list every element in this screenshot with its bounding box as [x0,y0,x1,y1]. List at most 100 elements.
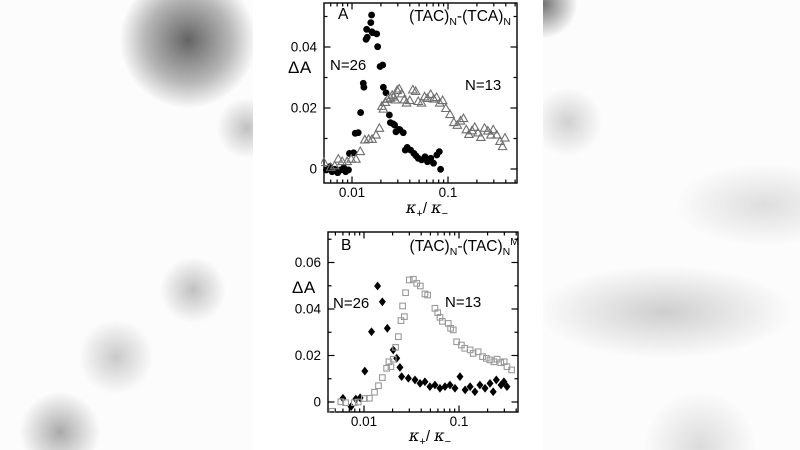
data-point-triangle [472,127,484,137]
data-point-diamond [456,372,464,382]
data-point-circle [437,165,444,173]
data-point-square [389,355,397,363]
data-point-square [482,354,490,362]
y-tick-label: 0 [309,162,317,177]
data-point-square [378,374,386,381]
y-tick-label: 0.04 [291,40,318,55]
data-point-square [508,366,515,374]
data-point-diamond [383,323,391,333]
data-point-circle [354,129,362,137]
data-point-triangle [342,155,353,166]
data-point-square [371,388,378,396]
panel-title: (TAC)N-(TAC)NM [410,236,519,258]
data-point-triangle [485,129,497,139]
data-point-circle [379,83,387,91]
data-point-circle [345,166,352,174]
panel-corner-label: A [338,6,349,23]
data-point-diamond [489,387,497,397]
data-point-triangle [431,91,442,102]
data-point-diamond [396,362,404,372]
panel-corner-label: B [341,237,351,254]
data-point-square [486,356,494,364]
data-point-diamond [461,385,469,395]
data-point-square [497,359,505,367]
data-point-diamond [374,281,382,291]
data-point-square [383,364,390,372]
data-point-square [397,317,405,324]
data-point-square [328,407,336,413]
data-point-square [424,291,432,299]
data-point-diamond [441,382,449,392]
data-point-square [401,313,408,321]
data-point-triangle [448,116,459,127]
data-point-diamond [481,383,489,393]
data-point-circle [350,149,358,157]
data-point-square [354,398,362,406]
figure-page [253,0,543,450]
data-point-diamond [378,297,386,307]
series-annotation: N=13 [465,77,501,94]
data-point-square [399,302,406,310]
data-point-triangle [391,84,403,95]
data-point-circle [399,129,407,137]
data-point-diamond [492,375,500,385]
series-annotation: N=26 [333,295,369,312]
data-point-triangle [475,131,487,142]
data-point-triangle [394,83,405,93]
y-tick-label: 0.04 [295,302,322,317]
data-point-diamond [393,353,401,363]
y-tick-label: 0 [313,395,321,410]
y-axis-label: ΔA [288,58,312,77]
series-n26 [339,281,511,412]
data-point-triangle [325,161,336,171]
series-annotation: N=13 [445,294,481,311]
data-point-diamond [451,383,459,393]
data-point-triangle [440,102,451,113]
data-point-circle [368,11,375,19]
data-point-triangle [359,134,370,144]
data-point-circle [367,19,375,26]
data-point-triangle [396,88,407,98]
data-point-triangle [390,94,401,104]
data-point-triangle [337,155,348,166]
data-point-triangle [425,88,436,99]
data-point-square [337,398,345,406]
series-layer [328,275,515,413]
data-point-diamond [404,373,412,383]
x-tick-label: 0.1 [450,414,469,429]
data-point-triangle [321,156,330,167]
panel-a: 0.01 0.1 0 0.02 0.04 A (TAC)N-(TCA)N ΔA κ+/ κ− N=… [288,2,518,220]
data-point-triangle [378,103,389,113]
x-axis-label: κ+/ κ− [405,198,448,220]
data-point-square [449,326,457,334]
series-n13 [321,83,511,171]
data-point-triangle [410,85,421,95]
data-point-circle [373,30,381,38]
data-point-diamond [398,372,406,382]
data-point-diamond [503,382,511,392]
x-tick-label: 0.01 [351,414,377,429]
data-point-triangle [404,94,415,105]
data-point-triangle [333,153,344,163]
data-point-triangle [437,94,448,105]
data-point-diamond [347,402,355,412]
data-point-square [474,348,482,356]
data-point-triangle [461,124,472,134]
data-point-triangle [491,129,502,139]
data-point-triangle [497,141,508,151]
data-point-triangle [479,122,490,132]
y-tick-label: 0.02 [295,348,321,363]
data-point-triangle [428,93,439,103]
data-point-triangle [370,129,382,139]
data-point-diamond [356,393,364,403]
x-axis-label: κ+/ κ− [408,426,451,448]
data-point-diamond [421,377,429,387]
y-tick-label: 0.02 [291,101,317,116]
axis-ticks [328,232,518,412]
data-point-square [479,353,486,361]
axes-frame [323,2,518,184]
data-point-diamond [446,380,454,390]
panel-title: (TAC)N-(TCA)N [409,8,511,28]
x-tick-label: 0.01 [339,185,365,200]
